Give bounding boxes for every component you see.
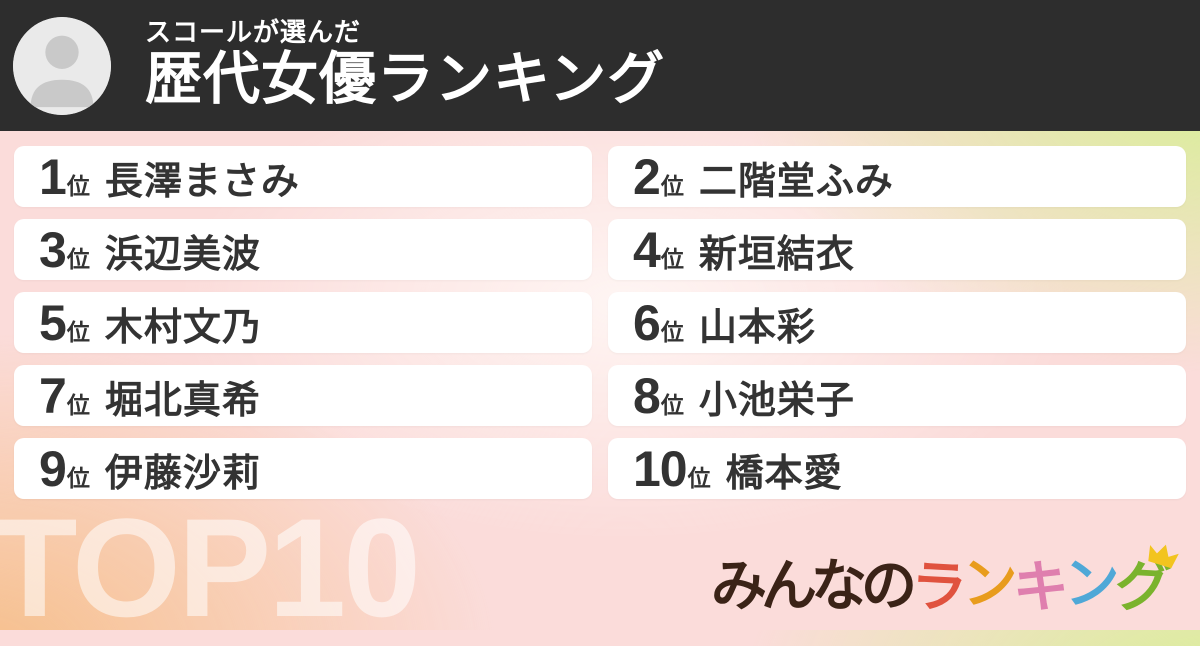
rank-suffix: 位 bbox=[687, 464, 711, 491]
rank-number: 6 bbox=[633, 294, 661, 351]
ranking-item-2[interactable]: 2 位二階堂ふみ bbox=[608, 146, 1186, 207]
logo-prefix: みんなの bbox=[711, 554, 917, 617]
rank-suffix: 位 bbox=[66, 318, 90, 345]
actress-name: 堀北真希 bbox=[104, 379, 261, 422]
rank-suffix: 位 bbox=[66, 464, 90, 491]
rank-suffix: 位 bbox=[66, 391, 90, 418]
actress-name: 山本彩 bbox=[698, 306, 816, 349]
rank-suffix: 位 bbox=[66, 245, 90, 272]
user-avatar[interactable] bbox=[13, 16, 111, 115]
logo-char-n1: ン bbox=[960, 549, 1015, 616]
logo-char-ra: ラ bbox=[909, 553, 964, 620]
actress-name: 橋本愛 bbox=[725, 452, 843, 495]
rank-suffix: 位 bbox=[660, 245, 684, 272]
ranking-author-subtitle: スコールが選んだ bbox=[145, 17, 362, 48]
ranking-item-6[interactable]: 6 位山本彩 bbox=[608, 292, 1186, 353]
logo-char-ki: キ bbox=[1011, 553, 1066, 620]
rank-suffix: 位 bbox=[66, 172, 90, 199]
ranking-item-7[interactable]: 7 位堀北真希 bbox=[14, 365, 592, 426]
rank-number: 4 bbox=[633, 221, 661, 278]
actress-name: 伊藤沙莉 bbox=[104, 452, 261, 495]
ranking-item-4[interactable]: 4 位新垣結衣 bbox=[608, 219, 1186, 280]
logo-char-n2: ン bbox=[1062, 549, 1117, 616]
rank-suffix: 位 bbox=[660, 318, 684, 345]
rank-number: 9 bbox=[39, 440, 67, 497]
rank-number: 5 bbox=[39, 294, 67, 351]
person-icon bbox=[13, 16, 111, 115]
actress-name: 二階堂ふみ bbox=[698, 160, 894, 203]
ranking-item-3[interactable]: 3 位浜辺美波 bbox=[14, 219, 592, 280]
rank-number: 1 bbox=[39, 148, 67, 205]
rank-number: 2 bbox=[633, 148, 661, 205]
page-title: 歴代女優ランキング bbox=[145, 47, 666, 112]
rank-number: 3 bbox=[39, 221, 67, 278]
rank-number: 7 bbox=[39, 367, 67, 424]
top10-watermark: TOP10 bbox=[0, 489, 421, 646]
actress-name: 長澤まさみ bbox=[104, 160, 300, 203]
rank-number: 10 bbox=[633, 440, 688, 497]
ranking-item-10[interactable]: 10 位橋本愛 bbox=[608, 438, 1186, 499]
header-bar: スコールが選んだ 歴代女優ランキング bbox=[0, 0, 1200, 131]
ranking-item-9[interactable]: 9 位伊藤沙莉 bbox=[14, 438, 592, 499]
rank-suffix: 位 bbox=[660, 172, 684, 199]
actress-name: 新垣結衣 bbox=[698, 233, 855, 276]
ranking-item-5[interactable]: 5 位木村文乃 bbox=[14, 292, 592, 353]
ranking-item-1[interactable]: 1 位長澤まさみ bbox=[14, 146, 592, 207]
actress-name: 浜辺美波 bbox=[104, 233, 261, 276]
rank-number: 8 bbox=[633, 367, 661, 424]
ranking-item-8[interactable]: 8 位小池栄子 bbox=[608, 365, 1186, 426]
rank-suffix: 位 bbox=[660, 391, 684, 418]
site-logo[interactable]: みんなのランキン グ bbox=[711, 544, 1179, 620]
actress-name: 小池栄子 bbox=[698, 379, 855, 422]
logo-char-gu: グ bbox=[1113, 544, 1179, 619]
actress-name: 木村文乃 bbox=[104, 306, 261, 349]
crown-icon bbox=[1148, 544, 1179, 569]
